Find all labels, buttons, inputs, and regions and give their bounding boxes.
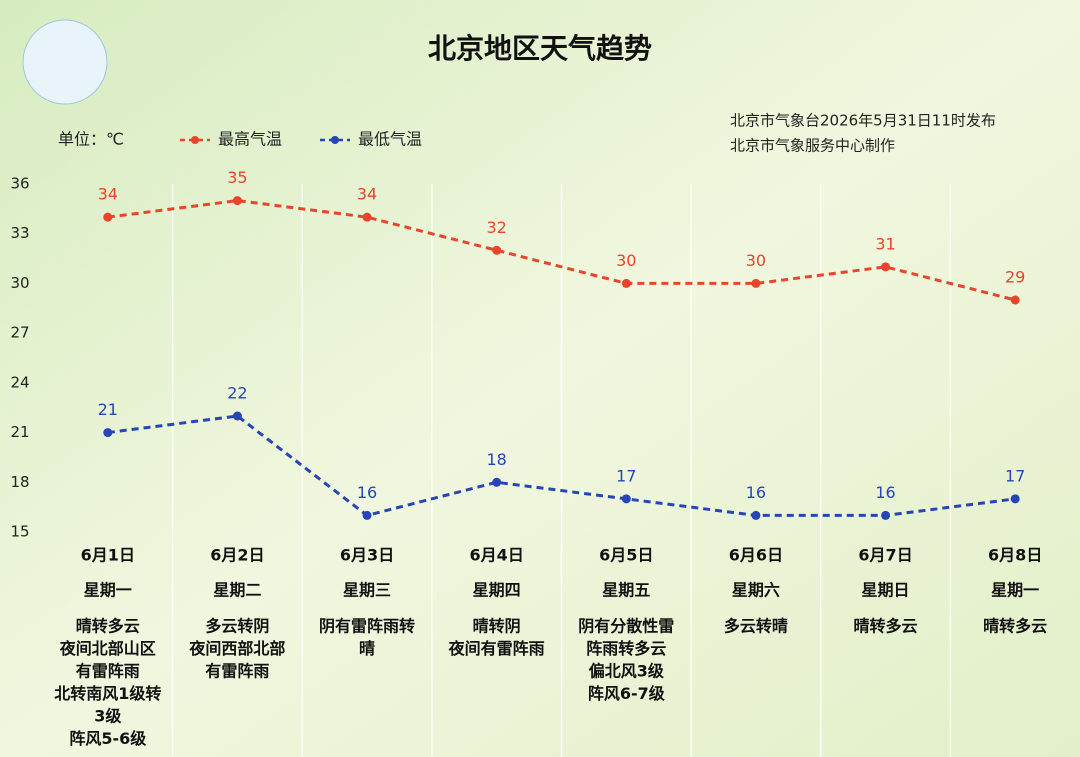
weather-description: 晴转阴 bbox=[473, 617, 521, 636]
point bbox=[492, 477, 502, 487]
point bbox=[1010, 494, 1020, 504]
value-label: 30 bbox=[746, 251, 766, 270]
x-tick-label: 6月1日 bbox=[81, 546, 135, 565]
note: 北京市气象服务中心制作 bbox=[730, 137, 895, 155]
note: 北京市气象台2026年5月31日11时发布 bbox=[730, 112, 996, 130]
weekday: 星期一 bbox=[991, 581, 1039, 600]
x-tick-label: 6月8日 bbox=[988, 546, 1042, 565]
x-tick-label: 6月4日 bbox=[470, 546, 524, 565]
weather-description: 有雷阵雨 bbox=[205, 662, 269, 681]
logo bbox=[22, 19, 108, 105]
weather-description: 阴有雷阵雨转 bbox=[319, 617, 415, 636]
value-label: 32 bbox=[487, 218, 507, 237]
weather-description: 阵雨转多云 bbox=[586, 639, 666, 658]
weather-description: 夜间北部山区 bbox=[59, 639, 156, 658]
point bbox=[362, 212, 372, 222]
y-tick-label: 15 bbox=[10, 523, 29, 541]
y-tick-label: 33 bbox=[10, 224, 29, 242]
weather-description: 阵风6-7级 bbox=[588, 684, 666, 703]
weekday: 星期一 bbox=[84, 581, 132, 600]
point bbox=[881, 510, 891, 520]
weather-description: 偏北风3级 bbox=[589, 662, 665, 681]
y-tick-label: 24 bbox=[10, 373, 29, 391]
x-tick-label: 6月3日 bbox=[340, 546, 394, 565]
weather-description: 晴转多云 bbox=[983, 617, 1047, 636]
point bbox=[103, 212, 113, 222]
value-label: 30 bbox=[616, 251, 636, 270]
weekday: 星期五 bbox=[602, 581, 650, 600]
value-label: 29 bbox=[1005, 268, 1025, 287]
legend-marker bbox=[331, 136, 339, 144]
weather-description: 有雷阵雨 bbox=[76, 662, 140, 681]
value-label: 17 bbox=[1005, 466, 1025, 485]
value-label: 31 bbox=[875, 234, 895, 253]
weather-description: 3级 bbox=[94, 707, 122, 726]
value-label: 34 bbox=[98, 185, 118, 204]
x-tick-label: 6月7日 bbox=[858, 546, 912, 565]
point bbox=[751, 278, 761, 288]
x-tick-label: 6月6日 bbox=[729, 546, 783, 565]
point bbox=[362, 510, 372, 520]
value-label: 17 bbox=[616, 466, 636, 485]
series-line bbox=[107, 199, 1016, 302]
legend-label: 最高气温 bbox=[218, 130, 282, 149]
weekday: 星期六 bbox=[732, 581, 780, 600]
weather-description: 北转南风1级转 bbox=[54, 684, 161, 703]
weather-description: 阴有分散性雷 bbox=[578, 617, 674, 636]
point bbox=[1010, 295, 1020, 305]
y-tick-label: 18 bbox=[10, 473, 29, 491]
weather-description: 阵风5-6级 bbox=[69, 729, 147, 748]
value-label: 16 bbox=[357, 483, 377, 502]
value-label: 16 bbox=[875, 483, 895, 502]
value-label: 35 bbox=[227, 168, 247, 187]
value-label: 16 bbox=[746, 483, 766, 502]
point bbox=[492, 245, 502, 255]
value-label: 22 bbox=[227, 384, 247, 403]
point bbox=[232, 411, 242, 421]
chart-title: 北京地区天气趋势 bbox=[428, 32, 652, 65]
point bbox=[881, 262, 891, 272]
weather-description: 多云转晴 bbox=[724, 617, 788, 636]
weather-description: 晴转多云 bbox=[76, 617, 140, 636]
x-tick-label: 6月5日 bbox=[599, 546, 653, 565]
point bbox=[751, 510, 761, 520]
weather-description: 晴转多云 bbox=[854, 617, 918, 636]
legend-marker bbox=[191, 136, 199, 144]
value-label: 34 bbox=[357, 185, 377, 204]
point bbox=[621, 278, 631, 288]
weather-description: 夜间西部北部 bbox=[188, 639, 285, 658]
weather-description: 晴 bbox=[359, 639, 375, 658]
value-label: 18 bbox=[487, 450, 507, 469]
series-line bbox=[107, 414, 1016, 518]
weather-description: 夜间有雷阵雨 bbox=[448, 639, 545, 658]
point bbox=[232, 196, 242, 206]
weekday: 星期三 bbox=[343, 581, 391, 600]
legend-label: 最低气温 bbox=[358, 130, 422, 149]
unit-label: 单位：℃ bbox=[58, 130, 124, 149]
weekday: 星期二 bbox=[213, 581, 261, 600]
point bbox=[621, 494, 631, 504]
point bbox=[103, 428, 113, 438]
weekday: 星期日 bbox=[862, 581, 910, 600]
x-tick-label: 6月2日 bbox=[210, 546, 264, 565]
y-tick-label: 21 bbox=[10, 423, 29, 441]
y-tick-label: 27 bbox=[10, 324, 29, 342]
weather-description: 多云转阴 bbox=[205, 617, 269, 636]
value-label: 21 bbox=[98, 400, 118, 419]
y-tick-label: 30 bbox=[10, 274, 29, 292]
weekday: 星期四 bbox=[473, 581, 521, 600]
y-tick-label: 36 bbox=[10, 175, 29, 193]
